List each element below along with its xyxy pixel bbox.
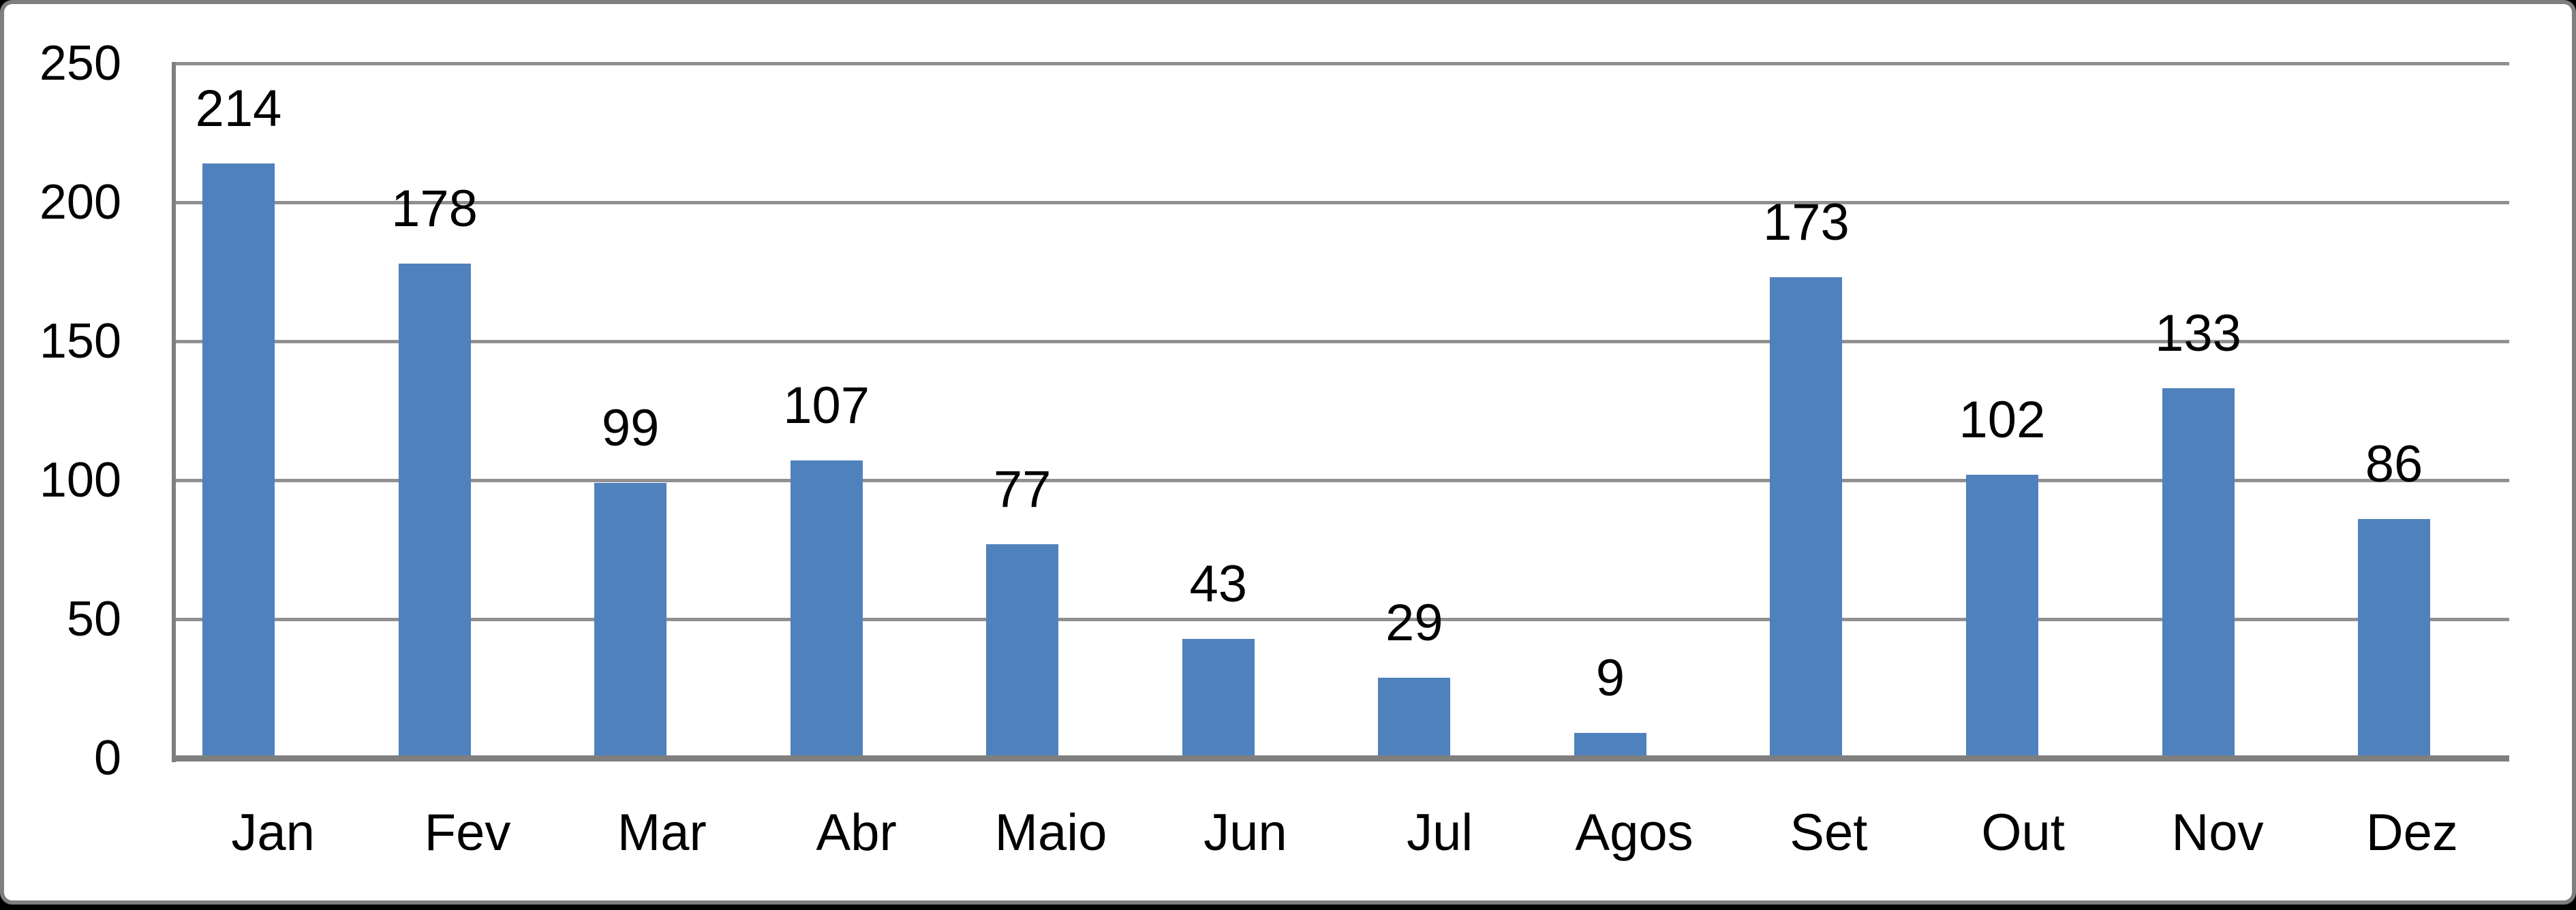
- y-tick-label: 250: [39, 36, 121, 91]
- bar-value-label: 77: [993, 460, 1052, 518]
- gridline-200: [176, 201, 2509, 204]
- gridline-50: [176, 618, 2509, 621]
- y-axis-line: [172, 62, 176, 762]
- bar-value-label: 133: [2155, 304, 2241, 363]
- x-tick-label: Nov: [2171, 804, 2264, 862]
- x-tick-label: Mar: [617, 804, 707, 862]
- bar-fev: [398, 263, 471, 758]
- bar-nov: [2162, 388, 2235, 758]
- x-tick-label: Jan: [231, 804, 315, 862]
- x-axis-line: [172, 755, 2509, 762]
- bar-value-label: 107: [783, 377, 870, 435]
- x-tick-label: Set: [1790, 804, 1868, 862]
- bar-value-label: 173: [1762, 193, 1850, 252]
- bar-value-label: 86: [2365, 435, 2423, 494]
- y-tick-label: 150: [39, 314, 121, 368]
- bar-set: [1770, 277, 1843, 758]
- y-tick-label: 0: [93, 731, 121, 785]
- bar-value-label: 214: [195, 79, 282, 138]
- bar-out: [1965, 474, 2038, 758]
- bar-value-label: 178: [391, 179, 478, 238]
- x-tick-label: Maio: [994, 804, 1107, 862]
- bar-value-label: 43: [1189, 554, 1248, 613]
- y-tick-label: 50: [66, 592, 121, 646]
- x-tick-label: Abr: [816, 804, 897, 862]
- y-tick-label: 200: [39, 175, 121, 230]
- bar-jul: [1378, 677, 1451, 758]
- x-tick-label: Out: [1981, 804, 2065, 862]
- x-tick-label: Dez: [2365, 804, 2458, 862]
- gridline-100: [176, 479, 2509, 482]
- bar-maio: [986, 544, 1059, 758]
- bar-value-label: 102: [1959, 390, 2046, 449]
- bar-jun: [1182, 638, 1255, 758]
- bar-value-label: 9: [1595, 649, 1625, 708]
- x-tick-label: Jul: [1407, 804, 1473, 862]
- x-tick-label: Agos: [1575, 804, 1693, 862]
- bar-value-label: 29: [1385, 593, 1443, 652]
- x-tick-label: Jun: [1203, 804, 1287, 862]
- gridline-150: [176, 340, 2509, 343]
- bar-agos: [1574, 733, 1646, 758]
- bar-mar: [594, 483, 667, 758]
- bar-dez: [2358, 519, 2431, 758]
- bar-value-label: 99: [601, 399, 660, 458]
- gridline-250: [176, 62, 2509, 65]
- bar-jan: [202, 163, 275, 758]
- bar-abr: [790, 460, 863, 758]
- y-tick-label: 100: [39, 453, 121, 507]
- x-tick-label: Fev: [424, 804, 511, 862]
